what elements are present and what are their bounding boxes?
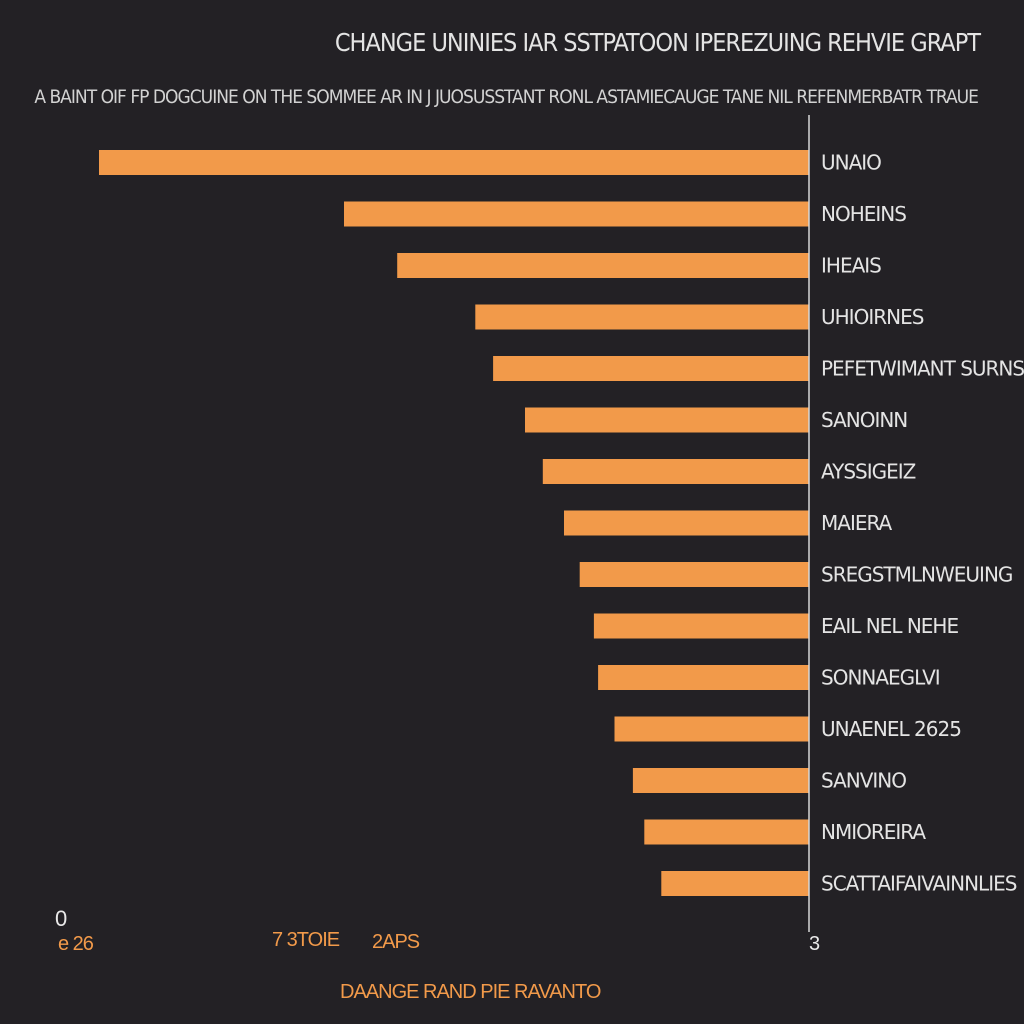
x-tick-label: 3 bbox=[809, 933, 820, 955]
bar bbox=[397, 253, 809, 278]
category-label: UHIOIRNES bbox=[821, 305, 924, 329]
chart-subtitle: A BAINT OIF FP DOGCUINE ON THE SOMMEE AR… bbox=[34, 86, 979, 108]
bar bbox=[644, 819, 809, 845]
bar bbox=[493, 356, 809, 381]
x-tick-label: 2APS bbox=[372, 931, 420, 953]
x-tick-label: e 26 bbox=[58, 933, 94, 955]
category-label: EAIL NEL NEHE bbox=[821, 614, 958, 638]
category-label: SANVINO bbox=[821, 769, 906, 793]
category-label: SANOINN bbox=[821, 408, 907, 432]
category-label: UNAIO bbox=[821, 151, 881, 175]
category-label: UNAENEL 2625 bbox=[821, 717, 961, 741]
bar bbox=[564, 510, 809, 536]
category-label: NOHEINS bbox=[821, 202, 906, 226]
category-labels-group: UNAIO NOHEINS IHEAIS UHIOIRNES PEFETWIMANT S… bbox=[821, 151, 1024, 896]
category-label: NMIOREIRA bbox=[821, 820, 926, 844]
category-label: IHEAIS bbox=[821, 254, 881, 278]
category-label: SONNAEGLVI bbox=[821, 666, 940, 690]
category-label: SCATTAIFAIVAINNLIES bbox=[821, 872, 1017, 896]
bars-group bbox=[99, 150, 810, 896]
category-label: MAIERA bbox=[821, 511, 893, 535]
bar bbox=[661, 871, 809, 896]
bar bbox=[598, 665, 809, 690]
category-label: SREGSTMLNWEUING bbox=[821, 563, 1012, 587]
x-axis-label: DAANGE RAND PIE RAVANTO bbox=[340, 981, 601, 1003]
chart-title: CHANGE UNINIES IAR SSTPATOON IPEREZUING … bbox=[334, 28, 981, 57]
x-tick-label: 0 bbox=[55, 906, 67, 931]
x-tick-label: 7 3TOIE bbox=[272, 929, 340, 951]
bar bbox=[99, 150, 809, 175]
category-label: AYSSIGEIZ bbox=[821, 460, 916, 484]
bar bbox=[475, 304, 809, 330]
bar bbox=[632, 768, 809, 793]
bar bbox=[525, 407, 809, 433]
bar bbox=[614, 716, 809, 742]
category-label: PEFETWIMANT SURNS bbox=[821, 357, 1024, 381]
bar bbox=[579, 562, 809, 587]
bar bbox=[344, 201, 809, 227]
bar bbox=[542, 459, 810, 484]
bar bbox=[593, 613, 809, 639]
